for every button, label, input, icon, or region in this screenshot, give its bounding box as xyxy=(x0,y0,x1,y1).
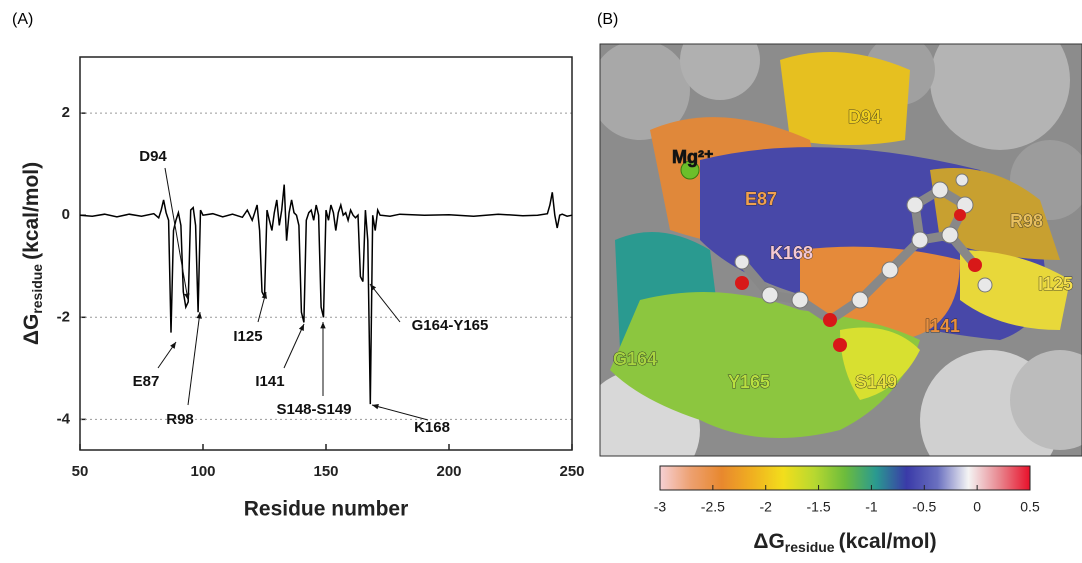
annotation: K168 xyxy=(414,419,450,436)
x-tick-label: 150 xyxy=(313,463,338,480)
structure-image xyxy=(600,44,1082,456)
axis-label: ΔGresidue(kcal/mol) xyxy=(753,530,936,555)
label-unit: (kcal/mol) xyxy=(839,530,937,553)
label-symbol: ΔG xyxy=(753,530,784,553)
structure-label: K168 xyxy=(770,243,813,263)
x-tick-label: 100 xyxy=(190,463,215,480)
axis-label: ΔGresidue (kcal/mol) xyxy=(20,162,45,345)
annotation: D94 xyxy=(139,148,167,165)
arrow-head xyxy=(261,292,267,299)
y-tick-label: 0 xyxy=(62,206,70,223)
image-frame xyxy=(599,43,1082,457)
arrow-head xyxy=(298,324,304,331)
annotation: G164-Y165 xyxy=(412,317,489,334)
colorbar-tick-label: 0 xyxy=(973,499,981,515)
colorbar-tick-label: -0.5 xyxy=(912,499,936,515)
x-tick-label: 50 xyxy=(72,463,89,480)
y-tick-label: -2 xyxy=(57,308,70,325)
label-symbol: ΔG xyxy=(20,314,43,345)
arrow-head xyxy=(372,404,379,410)
structure-label: G164 xyxy=(613,349,657,369)
panel-label: (B) xyxy=(597,11,618,28)
colorbar-tick-label: -1.5 xyxy=(807,499,831,515)
colorbar xyxy=(659,465,1031,491)
label-subscript: residue xyxy=(29,264,45,314)
annotation-arrow xyxy=(369,283,401,323)
annotation-arrow xyxy=(187,311,201,406)
structure-label: D94 xyxy=(848,107,881,127)
structure-label: S149 xyxy=(855,372,897,392)
colorbar-tick-label: -2.5 xyxy=(701,499,725,515)
plot-frame xyxy=(79,56,573,451)
arrow-head xyxy=(170,342,176,349)
y-tick-label: 2 xyxy=(62,104,70,121)
panel-label: (A) xyxy=(12,11,33,28)
annotation: I141 xyxy=(255,373,284,390)
structure-label: E87 xyxy=(745,189,777,209)
structure-label: Y165 xyxy=(728,372,770,392)
annotation: I125 xyxy=(233,328,262,345)
structure-label: I125 xyxy=(1038,274,1073,294)
colorbar-tick-label: 0.5 xyxy=(1020,499,1040,515)
colorbar-tick-label: -1 xyxy=(865,499,878,515)
y-tick-label: -4 xyxy=(57,410,71,427)
arrow-head xyxy=(370,284,377,291)
x-axis-label: Residue number xyxy=(244,498,409,521)
annotation-arrow xyxy=(164,167,189,301)
annotation-arrow xyxy=(371,404,429,421)
annotation: R98 xyxy=(166,411,194,428)
annotation-arrow xyxy=(283,323,305,369)
data-line xyxy=(79,184,573,405)
x-tick-label: 200 xyxy=(436,463,461,480)
structure-label: R98 xyxy=(1010,211,1043,231)
structure-label: Mg²⁺ xyxy=(672,147,713,167)
x-tick-label: 250 xyxy=(559,463,584,480)
label-subscript: residue xyxy=(785,539,835,555)
colorbar-tick-label: -2 xyxy=(759,499,772,515)
colorbar-tick-label: -3 xyxy=(654,499,667,515)
arrow-head xyxy=(320,322,326,329)
annotation: E87 xyxy=(133,373,160,390)
arrow-head xyxy=(196,312,202,319)
structure-label: I141 xyxy=(925,316,960,336)
annotation: S148-S149 xyxy=(276,401,351,418)
arrow-head xyxy=(184,293,190,300)
label-unit: (kcal/mol) xyxy=(20,162,43,260)
